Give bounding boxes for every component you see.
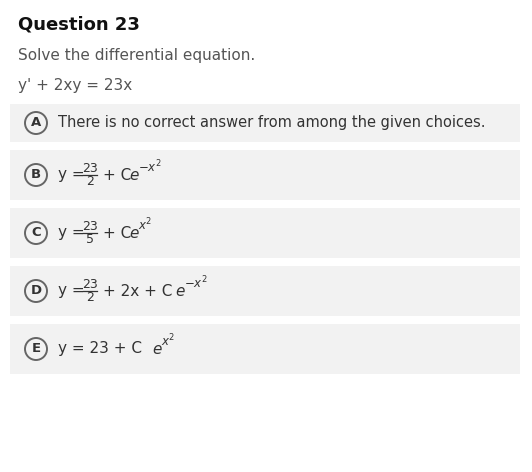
Text: + 2x + C: + 2x + C — [103, 284, 172, 298]
Text: Question 23: Question 23 — [18, 15, 140, 33]
FancyBboxPatch shape — [10, 104, 520, 142]
Text: Solve the differential equation.: Solve the differential equation. — [18, 48, 255, 63]
FancyBboxPatch shape — [10, 208, 520, 258]
Text: $-x^2$: $-x^2$ — [184, 275, 208, 291]
Text: E: E — [31, 343, 40, 355]
Text: C: C — [31, 227, 41, 239]
Text: 23: 23 — [82, 278, 98, 291]
Text: $x^2$: $x^2$ — [161, 333, 175, 349]
FancyBboxPatch shape — [10, 324, 520, 374]
Text: $x^2$: $x^2$ — [138, 217, 152, 233]
Text: A: A — [31, 117, 41, 129]
Text: 2: 2 — [86, 175, 94, 188]
Text: 5: 5 — [86, 233, 94, 246]
Text: y =: y = — [58, 226, 85, 241]
Text: B: B — [31, 169, 41, 182]
Text: There is no correct answer from among the given choices.: There is no correct answer from among th… — [58, 116, 486, 130]
Text: e: e — [129, 168, 138, 183]
Text: + C: + C — [103, 168, 131, 183]
FancyBboxPatch shape — [10, 150, 520, 200]
Text: D: D — [30, 285, 41, 297]
Text: y' + 2xy = 23x: y' + 2xy = 23x — [18, 78, 132, 93]
Text: + C: + C — [103, 226, 131, 241]
Text: e: e — [175, 284, 185, 298]
Text: 2: 2 — [86, 291, 94, 304]
Text: $-x^2$: $-x^2$ — [138, 159, 162, 175]
Text: e: e — [152, 342, 161, 356]
FancyBboxPatch shape — [10, 266, 520, 316]
Text: 23: 23 — [82, 162, 98, 175]
Text: y =: y = — [58, 284, 85, 298]
Text: 23: 23 — [82, 220, 98, 233]
Text: y =: y = — [58, 168, 85, 183]
Text: e: e — [129, 226, 138, 241]
Text: y = 23 + C: y = 23 + C — [58, 342, 142, 356]
